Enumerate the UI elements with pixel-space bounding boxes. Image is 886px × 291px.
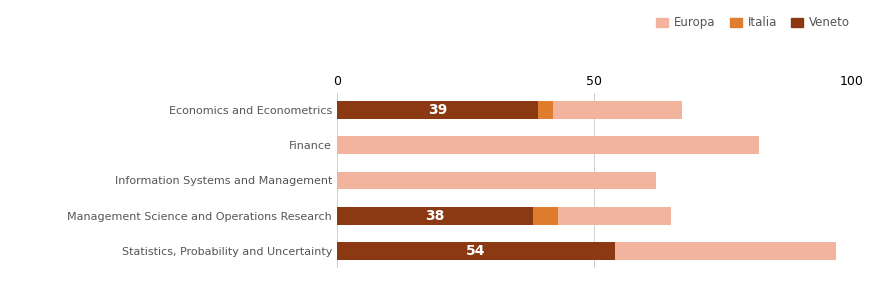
Legend: Europa, Italia, Veneto: Europa, Italia, Veneto — [651, 12, 853, 34]
Bar — [337, 101, 681, 119]
Bar — [337, 207, 671, 225]
Bar — [337, 136, 758, 154]
Text: 54: 54 — [466, 244, 486, 258]
Bar — [337, 242, 835, 260]
Bar — [337, 101, 537, 119]
Bar — [337, 242, 614, 260]
Bar — [337, 172, 656, 189]
Bar — [532, 207, 557, 225]
Text: 39: 39 — [427, 103, 447, 117]
Bar — [537, 101, 553, 119]
Bar — [337, 207, 532, 225]
Text: 38: 38 — [424, 209, 444, 223]
